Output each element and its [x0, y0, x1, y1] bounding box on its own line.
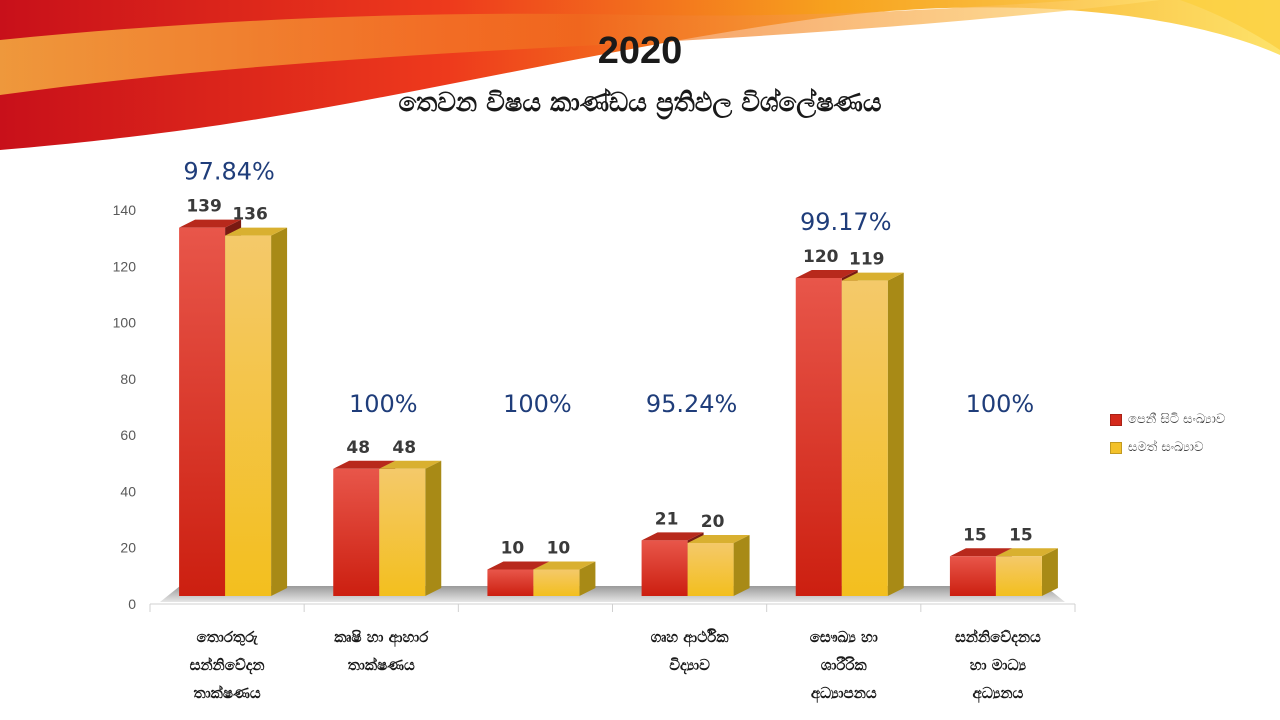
bar-top-appeared — [641, 532, 704, 541]
x-category-label: ගෘහ ආර්ථික — [651, 628, 730, 647]
bar-appeared — [795, 278, 842, 596]
bar-top-appeared — [487, 561, 550, 570]
data-label-appeared: 10 — [501, 539, 525, 559]
percentage-annotation: 97.84% — [183, 158, 275, 186]
bar-side-passed — [733, 535, 750, 596]
bar-side-passed — [579, 561, 596, 596]
x-category-label: සෞඛ්‍ය හා — [810, 628, 878, 646]
bar-passed — [841, 280, 888, 596]
percentage-annotation: 100% — [503, 390, 572, 418]
bar-top-passed — [533, 561, 596, 570]
data-label-appeared: 120 — [803, 247, 839, 267]
percentage-annotation: 99.17% — [800, 208, 892, 236]
bar-appeared — [333, 468, 380, 596]
legend-item-passed: සමත් සංඛ්‍යාව — [1110, 440, 1225, 455]
percentage-annotation: 100% — [966, 390, 1035, 418]
chart-title: 2020 — [597, 30, 683, 72]
y-tick-label: 100 — [113, 315, 137, 331]
data-label-passed: 15 — [1009, 525, 1033, 545]
bar-side-passed — [271, 227, 288, 596]
bar-side-passed — [1041, 548, 1058, 596]
bar-side-passed — [887, 272, 904, 596]
x-category-label: තොරතුරු — [197, 628, 259, 646]
legend: පෙනී සිටි සංඛ්‍යාව සමත් සංඛ්‍යාව — [1110, 412, 1225, 468]
data-label-appeared: 21 — [655, 509, 679, 529]
legend-swatch-red — [1110, 413, 1122, 426]
bar-top-passed — [995, 548, 1058, 557]
data-label-appeared: 139 — [186, 197, 222, 217]
y-tick-label: 60 — [120, 427, 136, 443]
bar-appeared — [641, 540, 688, 596]
bar-appeared — [179, 227, 226, 596]
data-label-passed: 136 — [232, 205, 268, 225]
y-tick-label: 0 — [128, 596, 136, 612]
y-tick-label: 20 — [120, 540, 136, 556]
bar-passed — [687, 543, 734, 596]
x-category-label: අධ්‍යනය — [973, 684, 1024, 703]
chart-subtitle: තෙවන විෂය කාණ්ඩය ප්‍රතිඵල විශ්ලේෂණය — [398, 88, 882, 118]
bar-top-appeared — [333, 460, 396, 469]
y-tick-label: 120 — [113, 258, 137, 274]
bar-top-passed — [225, 227, 288, 236]
y-tick-label: 80 — [120, 371, 136, 387]
percentage-annotation: 95.24% — [646, 390, 738, 418]
x-category-label: අධ්‍යාපනය — [811, 684, 877, 703]
y-tick-label: 40 — [120, 483, 136, 499]
data-label-passed: 10 — [547, 539, 571, 559]
y-tick-label: 140 — [113, 202, 137, 218]
bar-passed — [533, 569, 580, 596]
chart-floor — [160, 586, 1065, 602]
bar-passed — [225, 235, 272, 596]
bar-top-appeared — [179, 219, 242, 228]
x-category-label: සන්නිවේදන — [190, 656, 265, 675]
bar-side-passed — [425, 460, 442, 596]
data-label-appeared: 15 — [963, 525, 987, 545]
x-category-label: තාක්ෂණය — [194, 684, 261, 702]
bar-passed — [379, 468, 426, 596]
legend-label-appeared: පෙනී සිටි සංඛ්‍යාව — [1128, 412, 1226, 427]
x-category-label: හා මාධ්‍ය — [970, 656, 1027, 674]
bar-appeared — [949, 556, 996, 596]
data-label-passed: 48 — [392, 438, 416, 458]
data-label-passed: 20 — [701, 512, 725, 532]
bar-passed — [995, 556, 1042, 596]
bar-top-passed — [379, 460, 442, 469]
bar-top-appeared — [795, 270, 858, 278]
x-category-label: සන්නිවේදනය — [955, 628, 1041, 647]
x-category-label: කෘෂි හා ආහාර — [334, 628, 429, 647]
bar-top-passed — [687, 535, 750, 543]
x-category-label: ශාරීරික — [821, 656, 868, 674]
data-label-appeared: 48 — [346, 438, 370, 458]
x-category-label: විද්‍යාව — [669, 656, 710, 675]
bar-appeared — [487, 569, 534, 596]
data-label-passed: 119 — [849, 250, 885, 270]
bar-top-passed — [841, 272, 904, 281]
x-category-label: තාක්ෂණය — [348, 656, 415, 674]
legend-label-passed: සමත් සංඛ්‍යාව — [1128, 440, 1204, 455]
legend-swatch-yellow — [1110, 441, 1122, 454]
percentage-annotation: 100% — [349, 390, 418, 418]
bar-top-appeared — [949, 548, 1012, 557]
legend-item-appeared: පෙනී සිටි සංඛ්‍යාව — [1110, 412, 1225, 427]
